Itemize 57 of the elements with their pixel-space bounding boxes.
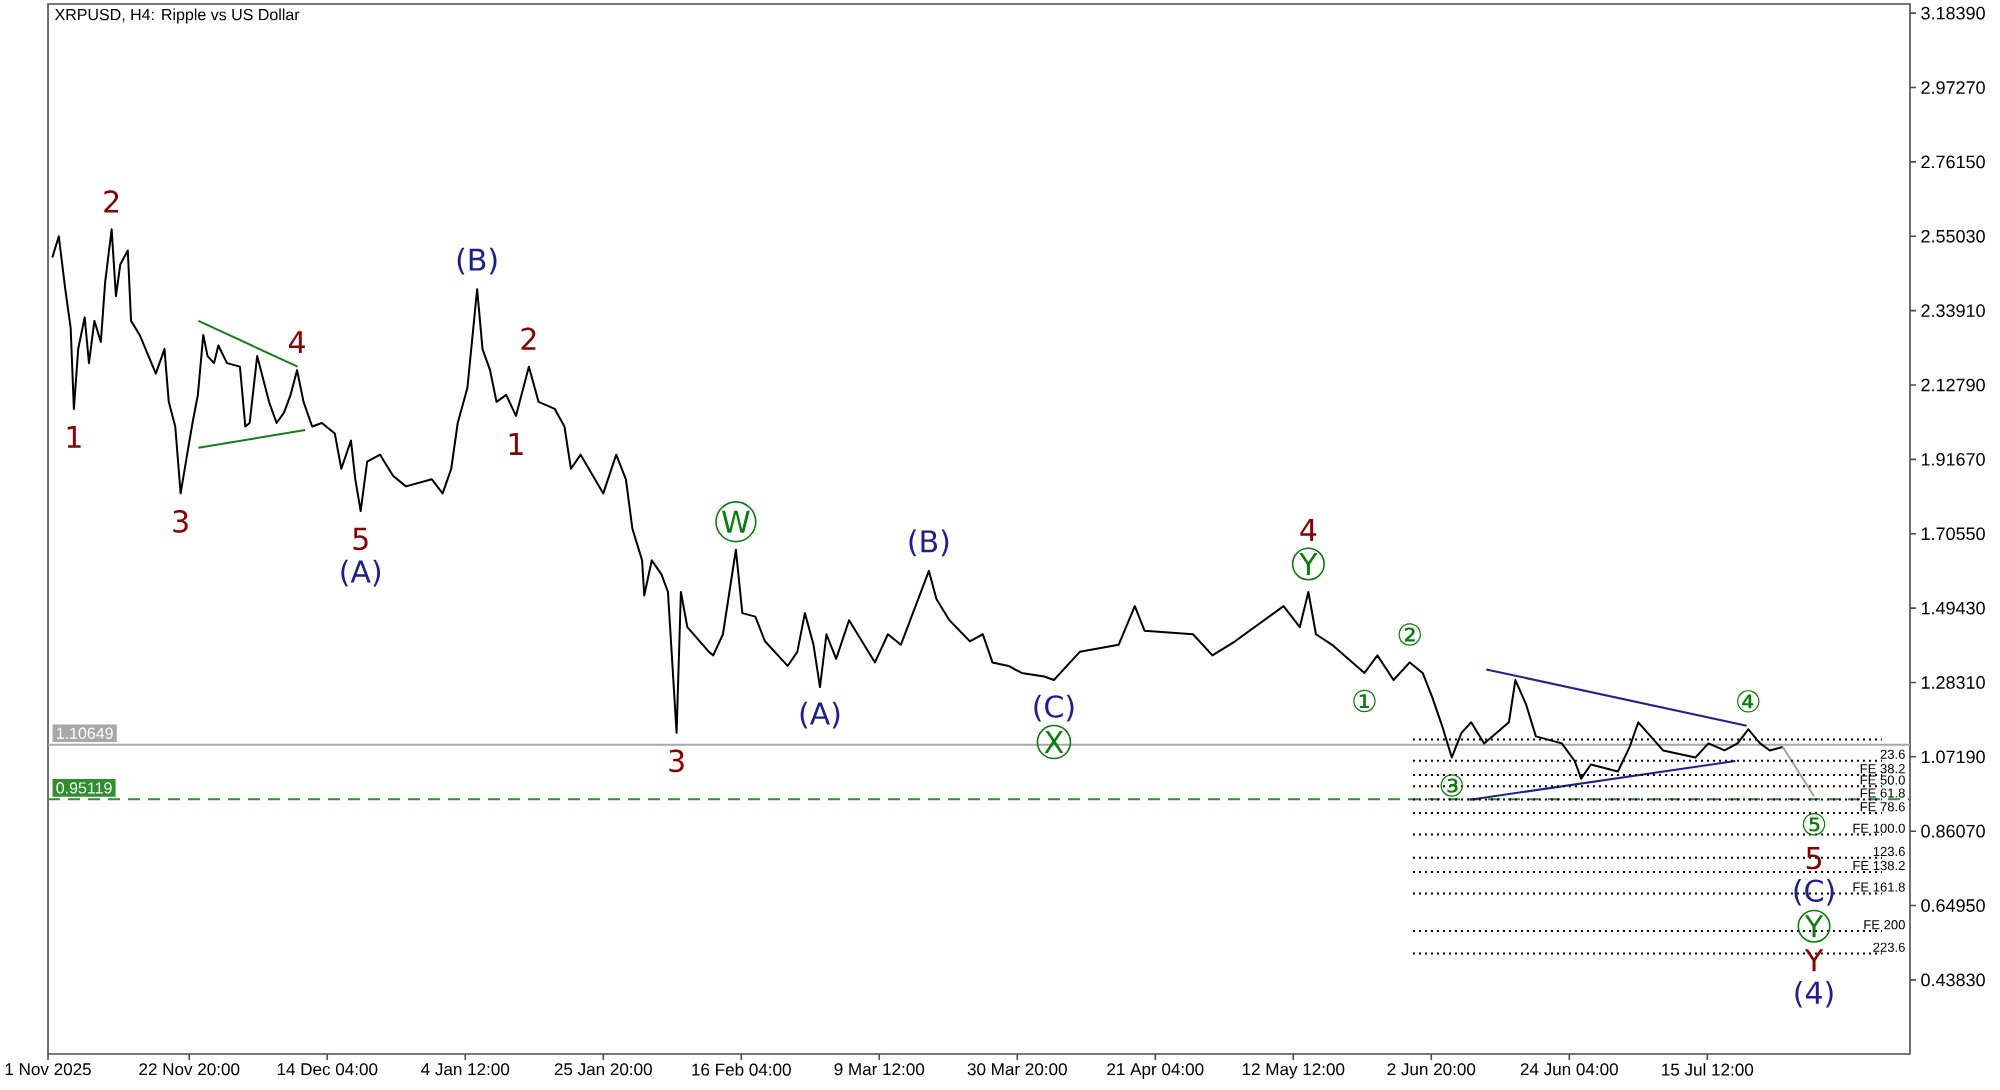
- annotation: 4: [288, 331, 305, 354]
- x-tick-label: 14 Dec 04:00: [277, 1063, 378, 1076]
- x-tick-label: 15 Jul 12:00: [1662, 1063, 1754, 1076]
- annotation: 3: [669, 749, 684, 773]
- x-tick-label: 1 Nov 2025: [5, 1063, 91, 1076]
- y-tick-label: 1.07190: [1921, 750, 1985, 764]
- annotation: ②: [1398, 623, 1421, 646]
- y-tick-label: 2.12790: [1921, 378, 1985, 392]
- annotation: 2: [521, 327, 536, 350]
- y-tick-label: 1.28310: [1921, 676, 1985, 689]
- annotation: X: [1044, 731, 1064, 753]
- y-tick-label: 0.86070: [1921, 824, 1985, 838]
- chart-title: XRPUSD, H4: Ripple vs US Dollar: [54, 8, 300, 24]
- annotation: 3: [173, 510, 188, 533]
- annotation: ③: [1440, 774, 1464, 797]
- annotation: ④: [1737, 690, 1760, 713]
- x-tick-label: 16 Feb 04:00: [692, 1063, 791, 1076]
- annotation: 5: [1806, 847, 1821, 870]
- y-tick-label: 2.76150: [1921, 155, 1985, 169]
- annotation: 2: [104, 190, 119, 213]
- annotation: (4): [1795, 980, 1833, 1008]
- annotation: ⑤: [1802, 813, 1826, 836]
- x-tick-label: 9 Mar 12:00: [834, 1063, 925, 1076]
- annotation: (A): [800, 701, 840, 729]
- annotation: (B): [909, 529, 949, 557]
- annotation: (C): [1794, 878, 1834, 906]
- y-tick-label: 2.55030: [1921, 229, 1985, 243]
- y-tick-label: 0.43830: [1921, 973, 1985, 987]
- annotation: 1: [509, 433, 523, 455]
- annotation: 1: [67, 425, 81, 448]
- y-tick-label: 2.97270: [1921, 81, 1985, 94]
- annotation: Y: [1299, 553, 1318, 575]
- x-tick-label: 2 Jun 20:00: [1387, 1063, 1476, 1076]
- y-tick-label: 1.91670: [1921, 453, 1985, 466]
- annotation: W: [722, 510, 750, 533]
- x-tick-label: 24 Jun 04:00: [1520, 1063, 1618, 1076]
- ref-line-label: 0.95119: [56, 782, 112, 794]
- x-tick-label: 30 Mar 20:00: [967, 1063, 1067, 1076]
- annotation: (B): [457, 247, 497, 275]
- x-tick-label: 12 May 12:00: [1242, 1063, 1345, 1079]
- annotation: Y: [1804, 949, 1824, 972]
- x-tick-label: 21 Apr 04:00: [1107, 1063, 1204, 1079]
- annotation: ①: [1353, 689, 1376, 713]
- y-tick-label: 1.70550: [1921, 527, 1985, 541]
- annotation: (A): [341, 559, 381, 587]
- x-tick-label: 4 Jan 12:00: [421, 1063, 510, 1076]
- annotation: 4: [1300, 519, 1317, 541]
- x-tick-label: 22 Nov 20:00: [139, 1063, 240, 1076]
- y-tick-label: 3.18390: [1921, 6, 1985, 20]
- x-tick-label: 25 Jan 20:00: [554, 1063, 652, 1076]
- annotation: 5: [353, 527, 368, 551]
- y-tick-label: 1.49430: [1921, 601, 1985, 615]
- annotation: Y: [1804, 915, 1824, 938]
- y-tick-label: 0.64950: [1921, 899, 1985, 912]
- y-tick-label: 2.33910: [1921, 304, 1985, 317]
- annotation: (C): [1034, 694, 1074, 722]
- ref-line-label: 1.10649: [56, 727, 113, 739]
